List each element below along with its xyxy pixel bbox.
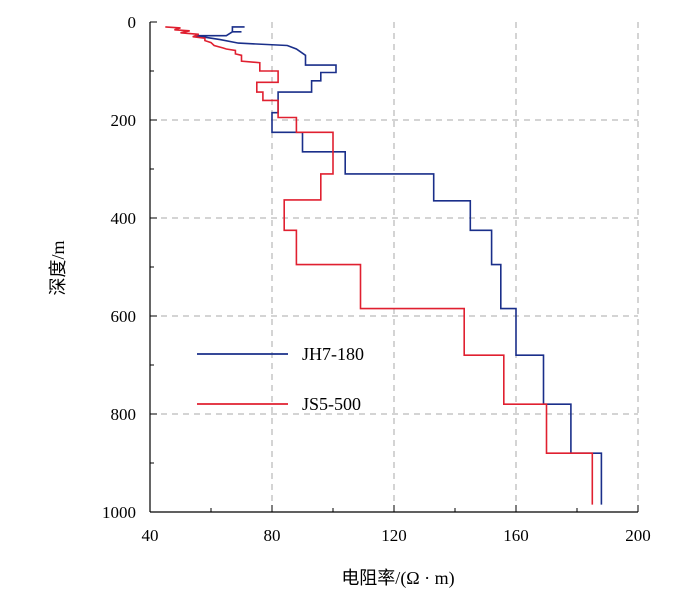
x-axis-title: 电阻率/(Ω · m) (341, 568, 454, 589)
series-lines (165, 26, 603, 505)
x-tick-label: 160 (503, 526, 529, 545)
series-line-jh7-180 (195, 26, 603, 505)
y-axis-title: 深度/m (48, 240, 68, 295)
x-tick-label: 200 (625, 526, 651, 545)
y-tick-label: 1000 (102, 503, 136, 522)
y-tick-label: 0 (128, 13, 137, 32)
x-tick-label: 40 (142, 526, 159, 545)
y-tick-label: 400 (111, 209, 137, 228)
legend: JH7-180 JS5-500 (197, 344, 364, 414)
legend-label-js5-500: JS5-500 (302, 394, 361, 414)
x-tick-label: 80 (264, 526, 281, 545)
legend-label-jh7-180: JH7-180 (302, 344, 364, 364)
y-tick-label: 200 (111, 111, 137, 130)
grid-lines (150, 22, 639, 512)
y-tick-label: 600 (111, 307, 137, 326)
tick-labels: 0 200 400 600 800 1000 40 80 120 160 200 (102, 13, 651, 545)
axes (149, 21, 639, 513)
series-line-js5-500 (165, 26, 594, 505)
x-tick-label: 120 (381, 526, 407, 545)
y-tick-label: 800 (111, 405, 137, 424)
